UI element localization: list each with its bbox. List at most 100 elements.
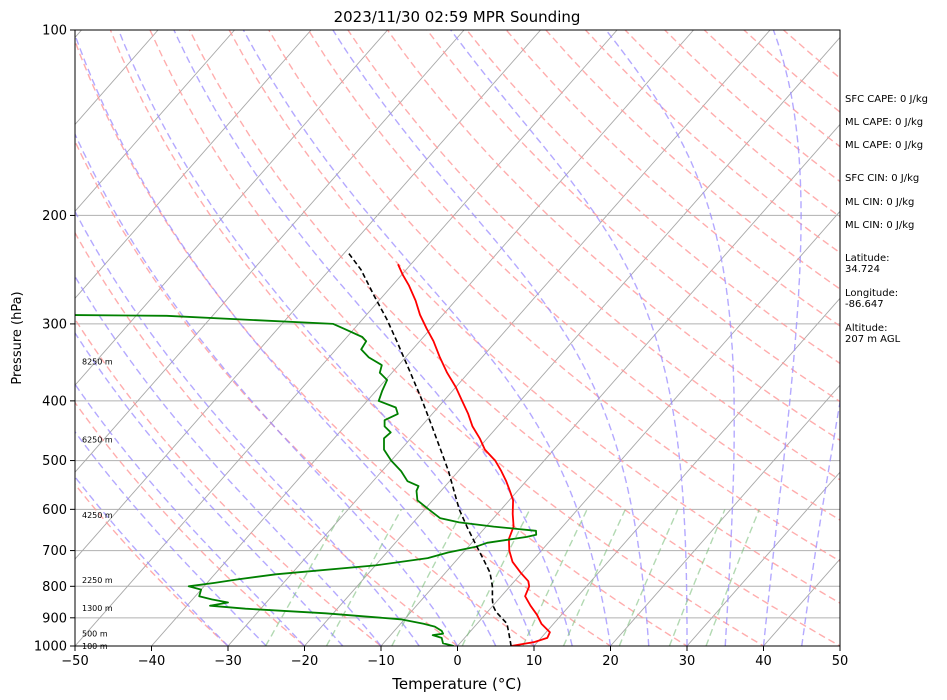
y-tick-label: 700 [42, 544, 67, 559]
dry-adiabat [386, 30, 840, 442]
dry-adiabat [228, 30, 840, 604]
isotherm--10 [380, 123, 840, 646]
moist-adiabat [332, 30, 650, 646]
dry-adiabat [307, 30, 840, 521]
y-tick-label: 1000 [34, 640, 67, 655]
sfc-cape-text: SFC CAPE: 0 J/kg [845, 94, 928, 105]
longitude-value: -86.647 [845, 299, 884, 310]
chart-title: 2023/11/30 02:59 MPR Sounding [334, 8, 581, 26]
dry-adiabat [188, 30, 840, 646]
y-tick-label: 400 [42, 394, 67, 409]
isotherm--130 [0, 30, 5, 646]
x-tick-label: 40 [755, 654, 772, 669]
height-label: 8250 m [82, 357, 113, 366]
moist-adiabat [762, 30, 802, 646]
moist-adiabat [173, 30, 573, 646]
isotherm--60 [75, 30, 541, 560]
mixing-ratio-line [668, 509, 726, 646]
altitude-block: Altitude: 207 m AGL [845, 323, 900, 345]
isotherm--30 [227, 30, 771, 646]
mixing-ratio-line [618, 509, 679, 646]
isotherm-0 [457, 210, 840, 646]
mixing-ratio-line [391, 508, 464, 646]
latitude-value: 34.724 [845, 264, 880, 275]
dry-adiabat [75, 139, 536, 646]
dewpoint-trace [75, 314, 538, 646]
moist-adiabat [75, 383, 305, 646]
moist-adiabat [605, 30, 735, 646]
x-tick-label: 50 [832, 654, 849, 669]
moist-adiabat [75, 430, 267, 646]
dry-adiabat [268, 30, 840, 562]
plot-frame [74, 29, 841, 647]
x-tick-label: −20 [291, 654, 318, 669]
y-tick-label: 500 [42, 454, 67, 469]
height-label: 4250 m [82, 511, 113, 520]
isotherm--90 [75, 30, 312, 299]
moist-adiabat [75, 32, 497, 646]
isotherm-20 [610, 384, 840, 646]
dry-adiabat [75, 39, 612, 646]
mixing-ratio-line [264, 508, 345, 646]
y-tick-label: 200 [42, 209, 67, 224]
height-label: 6250 m [82, 435, 113, 444]
dry-adiabat [75, 317, 383, 646]
sounding-traces [75, 252, 551, 646]
y-axis-label: Pressure (hPa) [10, 291, 25, 384]
y-tick-label: 900 [42, 611, 67, 626]
isotherm--80 [75, 30, 388, 386]
dry-adiabat [149, 30, 765, 646]
dry-adiabat [347, 30, 840, 481]
isotherm--50 [75, 30, 618, 646]
dry-adiabat [75, 483, 230, 646]
parcel-trace [347, 252, 512, 646]
x-tick-label: 10 [526, 654, 543, 669]
mixing-ratio-line [705, 509, 760, 646]
dry-adiabat [75, 231, 459, 646]
x-tick-label: −10 [367, 654, 394, 669]
latitude-label: Latitude: [845, 253, 890, 264]
altitude-value: 207 m AGL [845, 334, 901, 345]
moist-adiabat [801, 398, 840, 646]
ml-cape-text-2: ML CAPE: 0 J/kg [845, 140, 924, 151]
ml-cin-text: ML CIN: 0 J/kg [845, 197, 915, 208]
mixing-ratio-line [325, 508, 403, 646]
moist-adiabat [242, 30, 612, 646]
moist-adiabat [75, 210, 420, 646]
height-label: 2250 m [82, 576, 113, 585]
x-tick-label: 0 [453, 654, 461, 669]
moist-adiabat [450, 30, 688, 646]
x-tick-label: 20 [602, 654, 619, 669]
temperature-trace [397, 263, 551, 646]
longitude-label: Longitude: [845, 288, 899, 299]
height-label: 1300 m [82, 604, 113, 613]
sfc-cin-text: SFC CIN: 0 J/kg [845, 173, 920, 184]
x-tick-label: −50 [61, 654, 88, 669]
x-tick-label: −30 [214, 654, 241, 669]
isotherm--20 [304, 36, 840, 646]
isotherm--100 [75, 30, 235, 213]
isotherm-30 [686, 471, 840, 646]
moist-adiabat [75, 132, 459, 646]
dry-adiabat [75, 401, 306, 646]
isotherm--40 [151, 30, 694, 646]
axes: −50 −40 −30 −20 −10 0 10 20 30 40 50 100 200 300 400 50… [34, 24, 848, 670]
dry-adiabat [466, 30, 840, 365]
y-tick-label: 300 [42, 317, 67, 332]
dry-adiabat [426, 30, 840, 403]
dry-adiabat [109, 30, 689, 646]
y-tick-label: 600 [42, 503, 67, 518]
height-label: 500 m [82, 630, 108, 639]
latitude-block: Latitude: 34.724 [845, 253, 890, 275]
x-axis-label: Temperature (°C) [391, 675, 521, 693]
moist-adiabat [117, 30, 535, 646]
x-tick-label: −40 [138, 654, 165, 669]
ml-cape-text: ML CAPE: 0 J/kg [845, 117, 924, 128]
isotherm-10 [533, 297, 840, 646]
moist-adiabat [75, 331, 344, 646]
ml-cin-text-2: ML CIN: 0 J/kg [845, 220, 915, 231]
y-tick-label: 100 [42, 24, 67, 39]
isotherm--70 [75, 30, 465, 473]
mixing-ratio-line [461, 508, 531, 646]
